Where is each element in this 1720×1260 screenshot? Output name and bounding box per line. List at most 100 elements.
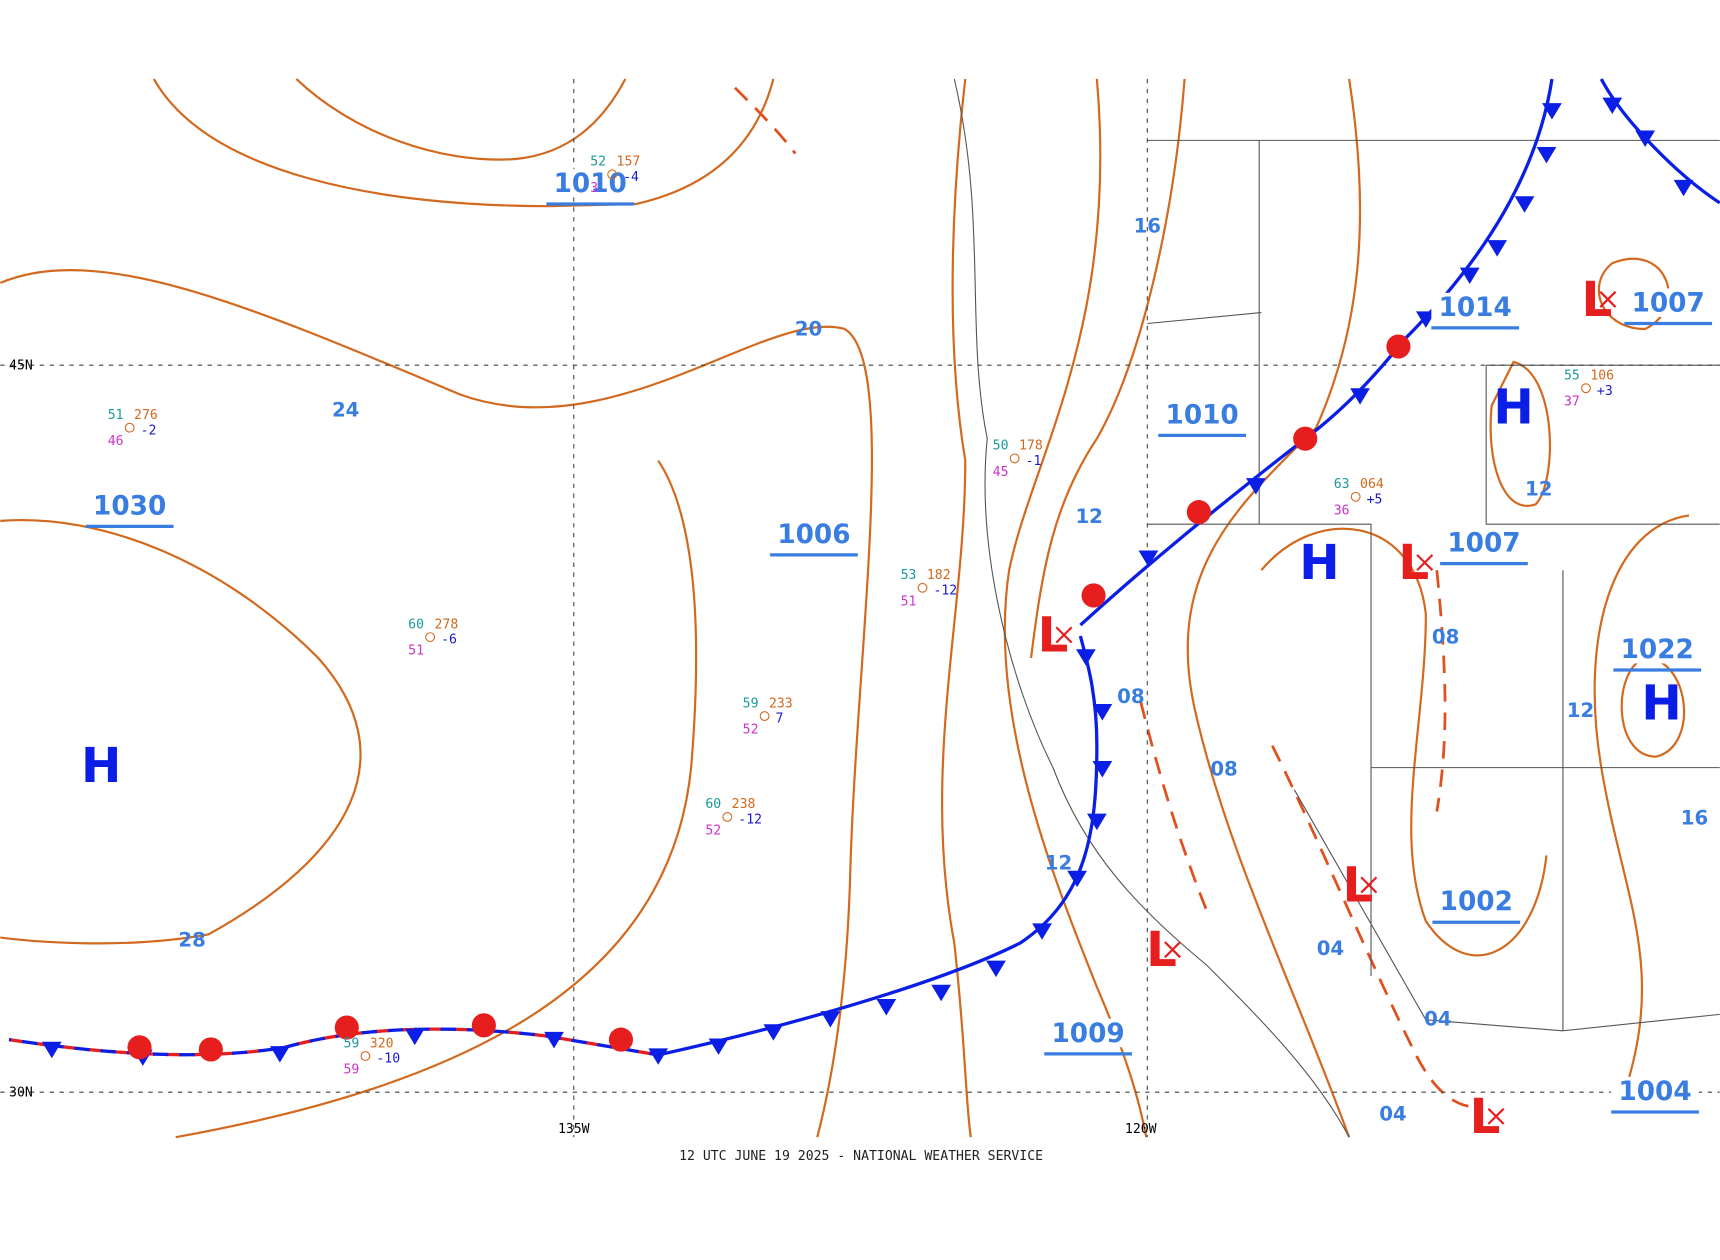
- station-tendency: -12: [933, 583, 957, 598]
- isobar-short-label: 16: [1681, 807, 1708, 830]
- warm-front-bump: [1386, 334, 1411, 359]
- isobar-short-label: 28: [178, 928, 205, 951]
- isobar-label: 1007: [1632, 288, 1705, 318]
- high-center: H: [1299, 535, 1339, 591]
- cold-front-triangle: [1086, 813, 1107, 831]
- isobar-short-label: 04: [1317, 937, 1344, 960]
- warm-front-bump: [334, 1015, 359, 1040]
- cold-front-triangle: [763, 1024, 784, 1041]
- label-bg: [85, 491, 174, 520]
- borders: [953, 78, 1720, 1138]
- low-cross: [1599, 290, 1617, 308]
- isobar-short-label: 24: [332, 399, 359, 422]
- isobar-label: 1006: [777, 520, 850, 550]
- low-cross: [1416, 554, 1434, 572]
- low-cross: [1360, 876, 1378, 894]
- label-bg: [1431, 292, 1520, 322]
- station-circle: [1350, 491, 1361, 502]
- station-dew: 51: [901, 594, 917, 609]
- station-pressure: 278: [435, 617, 459, 632]
- isobar-label: 1004: [1618, 1077, 1691, 1107]
- low-cross: [1055, 626, 1073, 644]
- isobar-label: 1009: [1051, 1019, 1124, 1049]
- station-circle: [759, 711, 770, 722]
- station-dew: 45: [993, 465, 1009, 480]
- isobar-short-label: 16: [1134, 214, 1161, 237]
- caption: 12 UTC JUNE 19 2025 - NATIONAL WEATHER S…: [679, 1149, 1043, 1164]
- label-bg: [1440, 528, 1528, 558]
- lat-label: 30N: [9, 1086, 33, 1101]
- station-tendency: 7: [776, 712, 784, 727]
- cold-front-triangle: [876, 999, 897, 1016]
- label-bg: [546, 168, 635, 198]
- lon-label: 120W: [1125, 1122, 1157, 1137]
- cold-front-triangle: [1487, 240, 1507, 257]
- isobar-short-label: 12: [1075, 505, 1102, 528]
- isobar-short-label: 12: [1525, 478, 1552, 501]
- label-bg: [1432, 887, 1521, 916]
- cold-front-triangle: [986, 960, 1006, 978]
- station-tendency: -4: [623, 170, 639, 185]
- isobar-label: 1007: [1447, 529, 1520, 559]
- warm-front-bump: [608, 1027, 634, 1052]
- station-pressure: 238: [732, 797, 756, 812]
- label-bg: [1158, 400, 1247, 429]
- isobar-label: 1030: [93, 491, 166, 521]
- isobar-short-label: 12: [1567, 699, 1594, 722]
- station-pressure: 276: [134, 408, 158, 423]
- station-pressure: 106: [1590, 368, 1614, 383]
- station-dew: 3: [590, 181, 598, 196]
- cold-front-triangle: [648, 1048, 669, 1065]
- label-bg: [1044, 1018, 1132, 1048]
- low-cross: [1164, 941, 1181, 959]
- station-dew: 37: [1564, 395, 1580, 410]
- station-tendency: -12: [738, 813, 762, 828]
- station-temp: 60: [408, 617, 424, 632]
- station-pressure: 157: [617, 155, 641, 170]
- isobar-short-label: 20: [795, 318, 822, 341]
- high-center: H: [1493, 379, 1533, 435]
- station-circle: [917, 582, 928, 593]
- station-temp: 55: [1564, 368, 1580, 383]
- station-temp: 50: [993, 439, 1009, 454]
- cold-front-triangle: [1602, 97, 1623, 115]
- station-temp: 60: [705, 797, 721, 812]
- station-pressure: 320: [370, 1036, 394, 1051]
- station-temp: 52: [590, 155, 606, 170]
- station-dew: 52: [743, 723, 759, 738]
- cold-front-triangle: [708, 1038, 729, 1055]
- isobar-short-label: 04: [1379, 1103, 1406, 1126]
- station-circle: [360, 1051, 371, 1061]
- station-tendency: -2: [141, 423, 157, 438]
- cold-front-triangle: [1246, 478, 1266, 495]
- isobar-label: 1014: [1439, 293, 1512, 323]
- station-dew: 36: [1334, 503, 1350, 518]
- graticule: [0, 78, 1720, 1138]
- station-dew: 52: [705, 824, 721, 839]
- station-temp: 63: [1334, 477, 1350, 492]
- map-area: [0, 78, 1720, 1138]
- isobar-label: 1022: [1621, 635, 1694, 665]
- station-temp: 51: [108, 408, 124, 423]
- isobar-label: 1010: [1166, 400, 1239, 430]
- warm-front-bump: [1081, 583, 1106, 608]
- label-bg: [1611, 1076, 1699, 1106]
- station-circle: [1009, 453, 1020, 464]
- station-tendency: +5: [1367, 492, 1383, 507]
- cold-front-triangle: [270, 1046, 290, 1063]
- station-circle: [124, 422, 135, 433]
- station-circle: [425, 632, 436, 643]
- labels: 135W 120W 45N 30N 12 UTC JUNE 19 2025 - …: [9, 155, 1713, 1164]
- isobar-short-label: 04: [1424, 1007, 1451, 1030]
- cold-front-triangle: [931, 984, 952, 1002]
- warm-front-bump: [198, 1037, 223, 1062]
- station-temp: 53: [901, 568, 917, 583]
- high-center: H: [81, 738, 121, 794]
- isobar-label: 1002: [1440, 887, 1513, 917]
- station-tendency: -6: [441, 633, 457, 648]
- station-pressure: 064: [1360, 477, 1384, 492]
- cold-front-triangle: [1032, 923, 1052, 940]
- station-dew: 51: [408, 644, 424, 659]
